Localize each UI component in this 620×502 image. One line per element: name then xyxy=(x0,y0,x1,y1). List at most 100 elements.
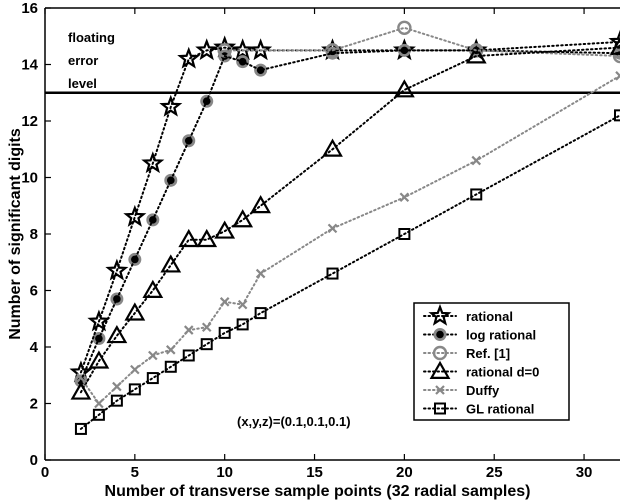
series-3-point-2 xyxy=(106,324,128,344)
series-0-point-9 xyxy=(231,38,255,61)
series-0-point-7-shape xyxy=(195,38,219,61)
legend-label-1: log rational xyxy=(466,328,536,343)
series-0-point-6-shape xyxy=(177,46,201,69)
series-3-point-4-shape xyxy=(142,279,164,298)
y-tick-label-14: 14 xyxy=(21,57,38,74)
legend-marker-1-shape xyxy=(436,330,444,339)
series-3-point-9 xyxy=(232,209,254,228)
series-5-point-5-shape xyxy=(164,360,177,373)
legend-label-5: GL rational xyxy=(466,402,534,417)
series-5-point-9-shape xyxy=(236,318,249,331)
series-3-point-1-shape xyxy=(88,350,110,369)
series-5-point-11-shape xyxy=(326,267,339,280)
series-0-point-3-shape xyxy=(123,204,147,227)
legend-marker-1 xyxy=(433,328,447,341)
series-5-point-4-shape xyxy=(146,372,159,385)
series-0-point-14-shape xyxy=(608,29,620,52)
y-tick-label-8: 8 xyxy=(30,226,38,243)
series-3-point-12-shape xyxy=(393,79,415,98)
series-3-point-6-shape xyxy=(178,228,200,248)
series-3-point-5-shape xyxy=(160,254,182,273)
legend-marker-5-shape xyxy=(434,402,446,415)
series-5-point-11 xyxy=(326,267,339,280)
series-5-point-2-shape xyxy=(110,394,123,407)
series-0-point-2 xyxy=(105,258,129,281)
series-2-point-2-shape xyxy=(397,20,412,35)
series-3-point-8 xyxy=(214,220,236,239)
series-5-point-7-shape xyxy=(200,338,213,351)
series-line-3 xyxy=(79,46,620,394)
y-tick-label-10: 10 xyxy=(21,170,38,187)
legend-marker-0 xyxy=(428,303,452,326)
series-5-point-5 xyxy=(164,360,177,373)
y-tick-label-4: 4 xyxy=(30,339,39,356)
series-5-point-1-shape xyxy=(92,408,105,421)
series-5-point-7 xyxy=(200,338,213,351)
x-tick-label-30: 30 xyxy=(576,464,593,481)
series-5-point-0-shape xyxy=(74,422,87,435)
plot-area xyxy=(69,20,620,435)
legend-marker-3 xyxy=(429,360,451,379)
series-0-point-5 xyxy=(159,94,183,117)
legend-label-0: rational xyxy=(466,309,513,324)
series-3-point-11 xyxy=(322,138,343,157)
series-5-point-13-shape xyxy=(470,188,483,201)
x-tick-label-20: 20 xyxy=(396,464,413,481)
y-tick-label-0: 0 xyxy=(30,452,38,469)
series-5-point-1 xyxy=(92,408,105,421)
series-5-point-9 xyxy=(236,318,249,331)
series-5-point-8-shape xyxy=(218,326,231,339)
series-5-point-12-shape xyxy=(398,228,411,240)
series-3-point-5 xyxy=(160,254,182,273)
y-tick-label-12: 12 xyxy=(21,113,38,130)
series-5-point-12 xyxy=(398,228,411,240)
series-5-point-6 xyxy=(182,349,195,362)
series-3-point-10 xyxy=(250,195,272,214)
x-tick-label-15: 15 xyxy=(306,464,323,481)
series-line-1 xyxy=(79,49,620,382)
series-0-point-6 xyxy=(177,46,201,69)
legend-marker-5 xyxy=(434,402,446,415)
series-3-point-8-shape xyxy=(214,220,236,239)
x-tick-label-10: 10 xyxy=(216,464,233,481)
series-0-point-2-shape xyxy=(105,258,129,281)
legend-label-2: Ref. [1] xyxy=(466,346,510,361)
series-0-point-4 xyxy=(141,151,165,174)
position-annotation: (x,y,z)=(0.1,0.1,0.1) xyxy=(237,414,351,429)
series-3-point-1 xyxy=(88,350,110,369)
series-5-point-13 xyxy=(470,188,483,201)
series-line-5 xyxy=(79,114,620,430)
series-3-point-0-shape xyxy=(70,381,92,400)
series-0-point-3 xyxy=(123,204,147,227)
series-3-point-10-shape xyxy=(250,195,272,214)
series-0-point-10-shape xyxy=(249,38,273,61)
series-5-point-3 xyxy=(128,383,141,396)
series-5-point-14-shape xyxy=(614,109,620,122)
series-5-point-10-shape xyxy=(254,307,267,320)
series-0-point-4-shape xyxy=(141,151,165,174)
series-0-point-14 xyxy=(608,29,620,52)
y-tick-label-2: 2 xyxy=(30,396,38,413)
series-3-point-3-shape xyxy=(124,302,146,321)
series-3-point-7 xyxy=(196,228,218,248)
legend-marker-2 xyxy=(432,345,448,361)
legend-marker-4 xyxy=(435,385,445,395)
series-3-point-7-shape xyxy=(196,228,218,248)
series-3-point-14 xyxy=(609,36,620,56)
x-tick-label-5: 5 xyxy=(131,464,139,481)
series-4-point-14 xyxy=(615,71,620,81)
y-tick-label-16: 16 xyxy=(21,0,38,17)
series-0-point-10 xyxy=(249,38,273,61)
series-3-point-12 xyxy=(393,79,415,98)
series-0-point-5-shape xyxy=(159,94,183,117)
series-2-point-2 xyxy=(397,20,412,35)
series-4-point-14-stroke-a xyxy=(615,71,620,78)
x-tick-label-25: 25 xyxy=(486,464,503,481)
series-5-point-4 xyxy=(146,372,159,385)
series-line-4 xyxy=(79,74,620,406)
y-tick-label-6: 6 xyxy=(30,283,38,300)
x-axis-title: Number of transverse sample points (32 r… xyxy=(105,483,531,500)
series-3-point-14-shape xyxy=(609,36,620,56)
